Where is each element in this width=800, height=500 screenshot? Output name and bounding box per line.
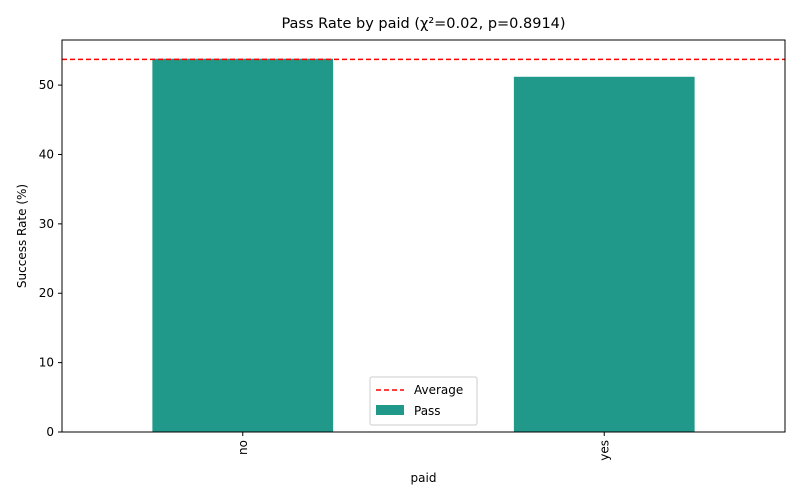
- y-axis-label: Success Rate (%): [15, 184, 29, 288]
- x-tick-label-yes: yes: [597, 440, 611, 461]
- y-tick-label-20: 20: [39, 286, 54, 300]
- bar-no: [152, 58, 334, 433]
- y-tick-label-30: 30: [39, 217, 54, 231]
- plot-frame: [61, 39, 786, 433]
- plot-area: 0 10 20 30 40 50 no yes: [39, 39, 786, 461]
- legend: Average Pass: [369, 376, 478, 426]
- chart-title: Pass Rate by paid (χ²=0.02, p=0.8914): [281, 16, 565, 32]
- legend-pass-label: Pass: [414, 404, 441, 418]
- x-tick-label-no: no: [236, 440, 250, 455]
- y-tick-label-40: 40: [39, 147, 54, 161]
- legend-average-label: Average: [414, 383, 463, 397]
- x-axis-label: paid: [411, 471, 437, 485]
- legend-pass-swatch: [376, 405, 404, 415]
- y-tick-label-50: 50: [39, 78, 54, 92]
- y-tick-label-10: 10: [39, 356, 54, 370]
- y-tick-label-0: 0: [46, 425, 54, 439]
- bar-yes: [513, 76, 695, 433]
